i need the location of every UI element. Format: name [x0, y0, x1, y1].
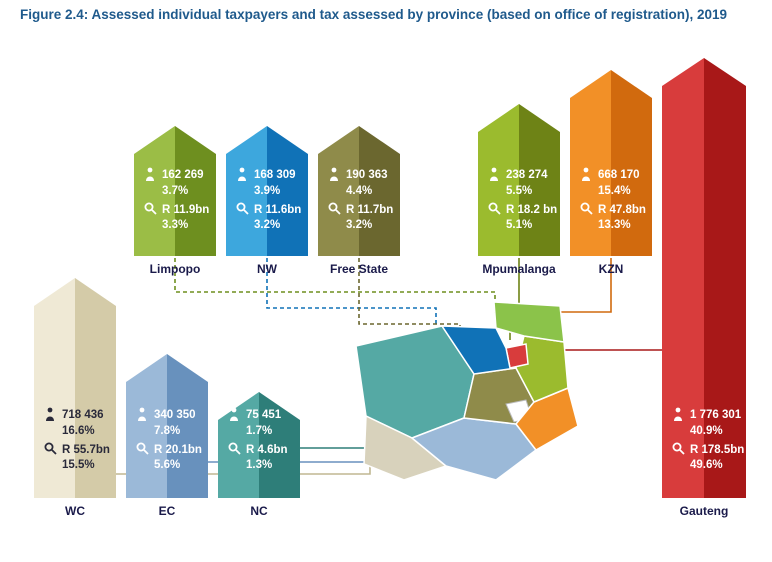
person-icon: [234, 167, 250, 184]
assessed-pct: 3.2%: [318, 219, 400, 232]
province-stats-nw: 168 309 3.9% R 11.6bn 3.2%: [226, 166, 308, 232]
magnifier-icon: [134, 442, 150, 458]
province-stats-fs: 190 363 4.4% R 11.7bn 3.2%: [318, 166, 400, 232]
province-stats-wc: 718 436 16.6% R 55.7bn 15.5%: [34, 406, 116, 472]
assessed-amount: R 20.1bn: [150, 444, 208, 457]
assessed-pct: 3.3%: [134, 219, 216, 232]
taxpayers-count: 75 451: [242, 409, 300, 422]
province-label-fs: Free State: [318, 262, 400, 276]
assessed-amount: R 55.7bn: [58, 444, 116, 457]
taxpayers-pct: 1.7%: [218, 425, 300, 438]
person-icon: [134, 407, 150, 424]
assessed-amount: R 11.6bn: [250, 204, 308, 217]
assessed-pct: 15.5%: [34, 459, 116, 472]
person-icon: [670, 407, 686, 424]
person-icon: [578, 167, 594, 184]
taxpayers-pct: 5.5%: [478, 185, 560, 198]
assessed-pct: 13.3%: [570, 219, 652, 232]
magnifier-icon: [486, 202, 502, 218]
province-stats-kzn: 668 170 15.4% R 47.8bn 13.3%: [570, 166, 652, 232]
magnifier-icon: [234, 202, 250, 218]
taxpayers-pct: 7.8%: [126, 425, 208, 438]
person-icon: [226, 407, 242, 424]
assessed-amount: R 11.7bn: [342, 204, 400, 217]
magnifier-icon: [226, 442, 242, 458]
province-stats-limpopo: 162 269 3.7% R 11.9bn 3.3%: [134, 166, 216, 232]
magnifier-icon: [578, 202, 594, 218]
province-label-mpumalanga: Mpumalanga: [478, 262, 560, 276]
assessed-pct: 3.2%: [226, 219, 308, 232]
taxpayers-pct: 15.4%: [570, 185, 652, 198]
assessed-pct: 5.1%: [478, 219, 560, 232]
assessed-pct: 49.6%: [662, 459, 746, 472]
province-label-wc: WC: [34, 504, 116, 518]
province-label-ec: EC: [126, 504, 208, 518]
chart-area: 162 269 3.7% R 11.9bn 3.3% Limpopo 168 3…: [0, 44, 772, 562]
taxpayers-count: 1 776 301: [686, 409, 746, 422]
taxpayers-count: 668 170: [594, 169, 652, 182]
assessed-amount: R 47.8bn: [594, 204, 652, 217]
province-stats-ec: 340 350 7.8% R 20.1bn 5.6%: [126, 406, 208, 472]
assessed-amount: R 18.2 bn: [502, 204, 560, 217]
figure-title: Figure 2.4: Assessed individual taxpayer…: [0, 0, 772, 24]
taxpayers-count: 238 274: [502, 169, 560, 182]
province-stats-nc: 75 451 1.7% R 4.6bn 1.3%: [218, 406, 300, 472]
person-icon: [326, 167, 342, 184]
province-stats-gauteng: 1 776 301 40.9% R 178.5bn 49.6%: [662, 406, 746, 472]
person-icon: [486, 167, 502, 184]
magnifier-icon: [142, 202, 158, 218]
taxpayers-pct: 3.7%: [134, 185, 216, 198]
province-label-kzn: KZN: [570, 262, 652, 276]
province-label-gauteng: Gauteng: [662, 504, 746, 518]
taxpayers-count: 168 309: [250, 169, 308, 182]
province-label-nc: NC: [218, 504, 300, 518]
taxpayers-pct: 4.4%: [318, 185, 400, 198]
assessed-amount: R 4.6bn: [242, 444, 300, 457]
taxpayers-pct: 3.9%: [226, 185, 308, 198]
taxpayers-count: 162 269: [158, 169, 216, 182]
person-icon: [42, 407, 58, 424]
taxpayers-pct: 40.9%: [662, 425, 746, 438]
taxpayers-count: 190 363: [342, 169, 400, 182]
assessed-pct: 5.6%: [126, 459, 208, 472]
assessed-amount: R 178.5bn: [686, 444, 746, 457]
taxpayers-pct: 16.6%: [34, 425, 116, 438]
taxpayers-count: 340 350: [150, 409, 208, 422]
assessed-pct: 1.3%: [218, 459, 300, 472]
person-icon: [142, 167, 158, 184]
province-label-limpopo: Limpopo: [134, 262, 216, 276]
province-stats-mpumalanga: 238 274 5.5% R 18.2 bn 5.1%: [478, 166, 560, 232]
south-africa-map: [346, 286, 636, 492]
assessed-amount: R 11.9bn: [158, 204, 216, 217]
taxpayers-count: 718 436: [58, 409, 116, 422]
magnifier-icon: [326, 202, 342, 218]
magnifier-icon: [670, 442, 686, 458]
magnifier-icon: [42, 442, 58, 458]
province-label-nw: NW: [226, 262, 308, 276]
